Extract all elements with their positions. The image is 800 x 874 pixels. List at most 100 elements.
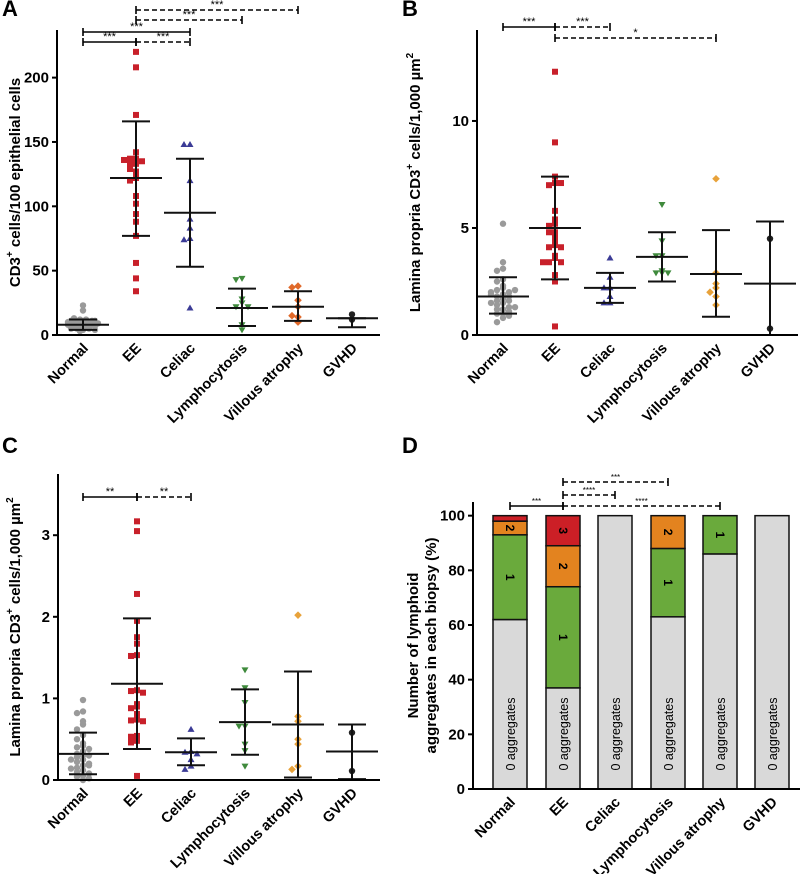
data-point [294,282,302,290]
data-point [348,311,356,318]
data-point [558,180,564,187]
data-point [493,286,501,294]
data-point [127,160,133,167]
segment-label: 0 aggregates [714,698,728,771]
group-gvhd [326,311,378,329]
segment-label: 0 aggregates [609,698,623,771]
panel-a: 0 50 100 150 200 Normal EE Celiac Lymphocytosis V… [0,0,400,437]
group-celiac [164,141,216,311]
y-tick-label: 1 [42,690,50,707]
y-axis-label: Lamina propria CD3+ cells/1,000 µm2 [5,497,24,757]
data-point [187,725,195,732]
data-point [181,765,189,772]
data-point [552,139,558,146]
bar-segment-0 [702,553,738,790]
segment-label: 2 [503,525,517,532]
significance-label: * [633,27,638,39]
data-point [505,297,513,304]
segment-label: 0 aggregates [766,698,780,771]
significance-bracket: *** [554,16,611,31]
data-point [511,303,519,311]
y-tick-label: 20 [448,726,465,743]
significance-bracket: *** [82,21,191,36]
y-tick-label: 0 [461,327,469,344]
data-point [288,311,296,320]
y-tick-label: 80 [448,562,465,579]
panel-label-b: B [402,0,418,21]
data-point [232,277,240,284]
x-tick-label: EE [121,785,146,810]
data-point [186,141,194,148]
stacked-bar: 0 aggregates 1 2 [650,514,686,790]
segment-label: 0 aggregates [662,698,676,771]
significance-bracket: *** [135,31,191,46]
data-point [546,182,552,189]
bar-segment-0 [754,514,790,790]
group-lymphocytosis [216,275,268,334]
bar-segment-0 [597,514,633,790]
y-tick-label: 200 [24,70,49,87]
data-point [241,685,249,692]
data-point [241,667,249,674]
data-point [186,304,194,311]
bar-segment-1 [650,547,686,618]
group-ee [110,48,162,295]
x-tick-label: Celiac [577,341,619,383]
stacked-bar: 0 aggregates [754,514,790,790]
y-tick-label: 50 [32,263,49,280]
data-point [128,705,134,712]
data-point [127,177,133,184]
y-axis-label-rest: cells/100 epithelial cells [7,78,24,251]
y-axis-label-sup: + [5,251,16,257]
data-point [140,689,146,696]
bar-segment-2 [650,514,686,550]
group-villous-atrophy [272,282,324,326]
data-point [133,259,139,266]
y-tick-label: 100 [24,198,49,215]
data-point [288,765,296,774]
significance-bracket: *** [82,31,137,46]
y-tick-label: 0 [42,772,50,789]
x-tick-label: Normal [45,786,92,833]
segment-label: 1 [503,574,517,581]
data-point [193,750,201,757]
y-axis-label: CD3+ cells/100 epithelial cells [5,78,24,287]
data-point [128,733,134,740]
y-tick-label: 100 [440,508,465,525]
x-tick-label: GVHD [320,341,361,382]
data-point [499,265,507,272]
group-gvhd [326,723,378,781]
data-point [499,314,507,322]
group-celiac [165,725,217,772]
x-tick-label: Normal [465,341,512,388]
y-axis-label-line1: Number of lymphoid [405,573,422,719]
group-lymphocytosis [636,201,688,283]
group-normal [57,302,109,335]
data-point [294,611,302,619]
x-tick-label: Normal [45,341,92,388]
data-point [652,270,660,277]
data-point [558,244,564,251]
data-point [139,158,145,165]
group-ee [529,68,581,330]
y-tick-label: 60 [448,617,465,634]
significance-bracket: *** [562,473,669,486]
stacked-bar: 0 aggregates [597,514,633,790]
significance-label: ** [106,486,115,498]
data-point [134,590,140,597]
data-point [73,709,81,717]
y-tick-label: 0 [457,781,465,798]
y-tick-label: 10 [452,113,469,130]
data-point [133,64,139,71]
data-point [73,753,81,761]
data-point [664,270,672,277]
data-point [128,652,134,659]
y-axis-label-sup: + [5,608,16,614]
y-axis-label-main: Lamina propria CD3 [7,614,24,757]
y-tick-label: 40 [448,672,465,689]
y-axis-label-line2: aggregates in each biopsy (%) [423,538,440,754]
